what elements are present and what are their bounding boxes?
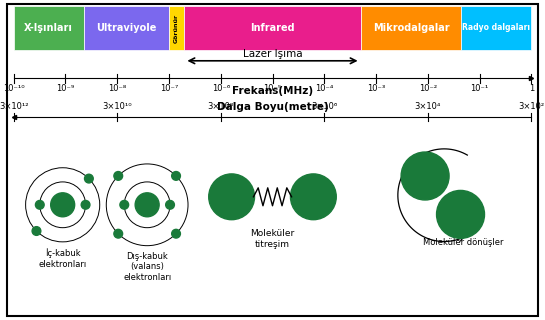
Text: 3×10¹⁰: 3×10¹⁰ — [102, 102, 132, 111]
Text: Infrared: Infrared — [250, 23, 295, 33]
Ellipse shape — [35, 200, 44, 209]
Ellipse shape — [437, 190, 485, 238]
Bar — [184, 6, 361, 50]
Ellipse shape — [172, 229, 180, 238]
Ellipse shape — [84, 174, 93, 183]
Text: 10⁻¹: 10⁻¹ — [470, 84, 489, 93]
Ellipse shape — [81, 200, 90, 209]
Bar — [169, 6, 184, 50]
Ellipse shape — [290, 174, 336, 220]
Text: 10⁻⁸: 10⁻⁸ — [108, 84, 126, 93]
Text: İç-kabuk
elektronları: İç-kabuk elektronları — [39, 248, 87, 268]
Text: Görünür: Görünür — [174, 13, 179, 43]
Ellipse shape — [401, 152, 449, 200]
Ellipse shape — [114, 172, 123, 180]
Text: 10⁻³: 10⁻³ — [367, 84, 385, 93]
Text: 3×10⁴: 3×10⁴ — [415, 102, 441, 111]
Bar — [83, 6, 169, 50]
Bar — [361, 6, 462, 50]
Text: 10⁻⁹: 10⁻⁹ — [56, 84, 75, 93]
Text: Dalga Boyu(metre): Dalga Boyu(metre) — [216, 102, 329, 112]
Ellipse shape — [32, 227, 41, 236]
Text: 10⁻¹⁰: 10⁻¹⁰ — [3, 84, 25, 93]
Text: 3×10¹²: 3×10¹² — [0, 102, 28, 111]
Text: Moleküler
titreşim: Moleküler titreşim — [250, 229, 295, 249]
Text: Radyo dalgaları: Radyo dalgaları — [462, 23, 530, 33]
Bar — [14, 6, 83, 50]
Ellipse shape — [172, 172, 180, 180]
Text: 10⁻⁶: 10⁻⁶ — [211, 84, 230, 93]
Ellipse shape — [51, 193, 75, 217]
Ellipse shape — [166, 200, 174, 209]
Ellipse shape — [114, 229, 123, 238]
Text: 10⁻⁷: 10⁻⁷ — [160, 84, 178, 93]
Text: 1: 1 — [529, 84, 534, 93]
Text: 10⁻⁴: 10⁻⁴ — [315, 84, 334, 93]
Text: 3×10⁶: 3×10⁶ — [311, 102, 337, 111]
Text: X-Işınları: X-Işınları — [24, 23, 73, 33]
Text: Ultraviyole: Ultraviyole — [96, 23, 156, 33]
Bar — [462, 6, 531, 50]
Text: Lazer Işıma: Lazer Işıma — [243, 49, 302, 59]
Text: 10⁻⁵: 10⁻⁵ — [263, 84, 282, 93]
Ellipse shape — [209, 174, 255, 220]
Text: Moleküler dönüşler: Moleküler dönüşler — [423, 238, 504, 247]
Text: 3×10⁸: 3×10⁸ — [208, 102, 234, 111]
Ellipse shape — [135, 193, 159, 217]
Text: Mikrodalgalar: Mikrodalgalar — [373, 23, 449, 33]
Text: 10⁻²: 10⁻² — [419, 84, 437, 93]
Text: Dış-kabuk
(valans)
elektronları: Dış-kabuk (valans) elektronları — [123, 252, 171, 282]
Ellipse shape — [120, 200, 129, 209]
Text: 3×10²: 3×10² — [518, 102, 544, 111]
Text: Frekans(MHz): Frekans(MHz) — [232, 86, 313, 96]
